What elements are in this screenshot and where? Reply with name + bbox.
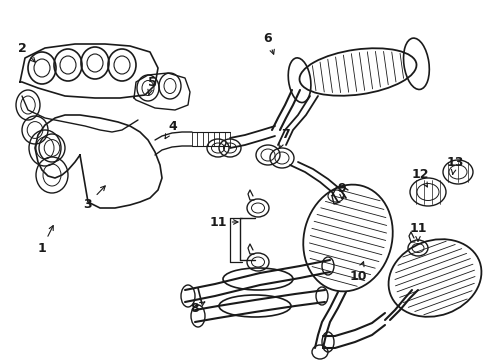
Text: 10: 10 — [348, 262, 366, 283]
Text: 6: 6 — [263, 32, 274, 54]
Text: 2: 2 — [18, 41, 35, 62]
Text: 12: 12 — [410, 167, 428, 187]
Text: 11: 11 — [209, 216, 238, 229]
Text: 11: 11 — [408, 221, 426, 241]
Text: 4: 4 — [165, 120, 177, 139]
Text: 13: 13 — [446, 156, 463, 174]
Text: 3: 3 — [83, 186, 105, 211]
Text: 1: 1 — [38, 226, 53, 255]
Text: 8: 8 — [190, 302, 204, 315]
Text: 5: 5 — [147, 76, 156, 94]
Text: 7: 7 — [279, 127, 289, 148]
Text: 9: 9 — [337, 181, 346, 199]
